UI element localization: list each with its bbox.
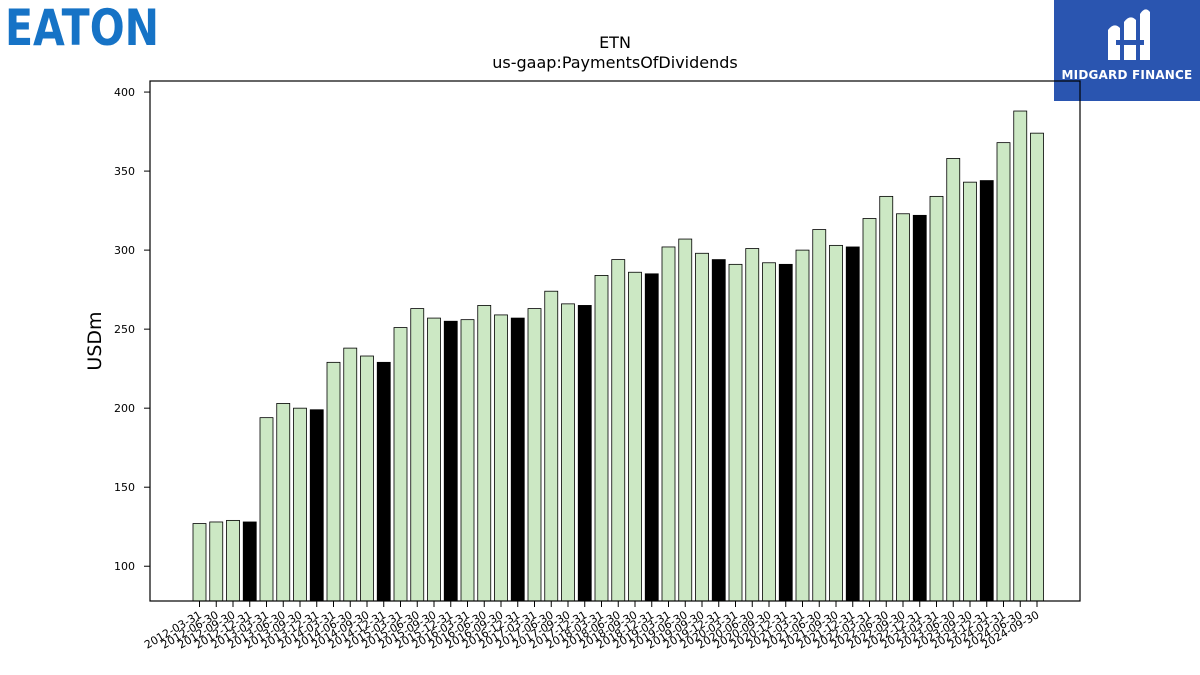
y-axis: 100 150 200 250 300 350 400 (114, 86, 150, 573)
bar-2020-03-31 (728, 263, 743, 602)
bar-2017-09-30 (561, 303, 575, 602)
bar-2022-03-31 (862, 218, 877, 602)
bar-2024-03-31 (996, 142, 1011, 602)
bar-2020-12-31 (778, 263, 793, 602)
bar-2015-06-30 (410, 308, 425, 602)
bar-2015-03-31 (393, 327, 408, 602)
bar-2022-06-30 (879, 195, 894, 602)
bar-2015-09-30 (427, 317, 441, 602)
bar-2023-06-30 (946, 158, 961, 602)
bar-2014-06-30 (343, 347, 358, 602)
bar-2017-06-30 (544, 290, 559, 602)
x-axis: 2012-03-312012-06-302012-09-302012-12-31… (142, 601, 1042, 652)
bar-2013-09-30 (293, 407, 307, 602)
bar-2017-12-31 (577, 305, 592, 602)
bar-2020-06-30 (745, 248, 760, 602)
bar-2018-12-31 (644, 273, 659, 602)
bar-2014-03-31 (326, 361, 341, 602)
bars-group (192, 110, 1044, 602)
bar-2020-09-30 (762, 262, 776, 602)
bar-2019-03-31 (661, 246, 676, 602)
midgard-finance-text: MIDGARD FINANCE (1061, 68, 1193, 82)
y-tick-label: 350 (114, 165, 135, 178)
bar-2017-03-31 (527, 308, 542, 602)
bar-2015-12-31 (443, 320, 458, 602)
bar-2012-06-30 (209, 521, 224, 602)
bar-2021-03-31 (795, 249, 810, 602)
bar-2016-03-31 (460, 319, 475, 602)
bar-2016-06-30 (477, 305, 492, 602)
bar-2022-12-31 (912, 214, 927, 602)
y-tick-label: 250 (114, 323, 135, 336)
bar-2024-06-30 (1013, 110, 1028, 602)
y-tick-label: 200 (114, 402, 135, 415)
bar-2018-03-31 (594, 275, 609, 602)
bar-2013-12-31 (309, 409, 324, 602)
midgard-finance-logo: MIDGARD FINANCE (1054, 0, 1200, 101)
plot-frame (149, 80, 1081, 602)
y-tick-label: 100 (114, 560, 135, 573)
bar-2021-12-31 (845, 246, 860, 602)
bar-2019-12-31 (711, 259, 726, 602)
eaton-logo-text: EATON (5, 5, 159, 47)
bar-2012-12-31 (242, 521, 257, 602)
bar-2016-09-30 (494, 314, 508, 602)
y-axis-label: USDm (84, 311, 106, 370)
bar-2023-03-31 (929, 195, 944, 602)
bar-2021-09-30 (829, 244, 843, 602)
y-tick-label: 400 (114, 86, 135, 99)
bar-2018-09-30 (628, 271, 642, 602)
bar-2018-06-30 (611, 259, 626, 602)
bar-2021-06-30 (812, 229, 827, 602)
y-tick-label: 150 (114, 481, 135, 494)
bar-2014-12-31 (376, 361, 391, 602)
chart-subtitle: us-gaap:PaymentsOfDividends (492, 53, 737, 72)
midgard-emblem-icon (1108, 9, 1150, 60)
bar-2012-09-30 (226, 519, 240, 602)
y-tick-label: 300 (114, 244, 135, 257)
bar-2013-03-31 (259, 417, 274, 602)
bar-2019-09-30 (695, 252, 709, 602)
bar-2013-06-30 (276, 403, 291, 602)
bar-2023-09-30 (963, 181, 977, 602)
eaton-logo: EATON (5, 5, 159, 47)
bar-2016-12-31 (510, 317, 525, 602)
chart-title: ETN (599, 33, 631, 52)
bar-2012-03-31 (192, 523, 207, 602)
bar-2024-09-30 (1030, 132, 1044, 602)
bar-2023-12-31 (979, 180, 994, 602)
bar-2022-09-30 (896, 213, 910, 602)
bar-2014-09-30 (360, 355, 374, 602)
bar-2019-06-30 (678, 238, 693, 602)
